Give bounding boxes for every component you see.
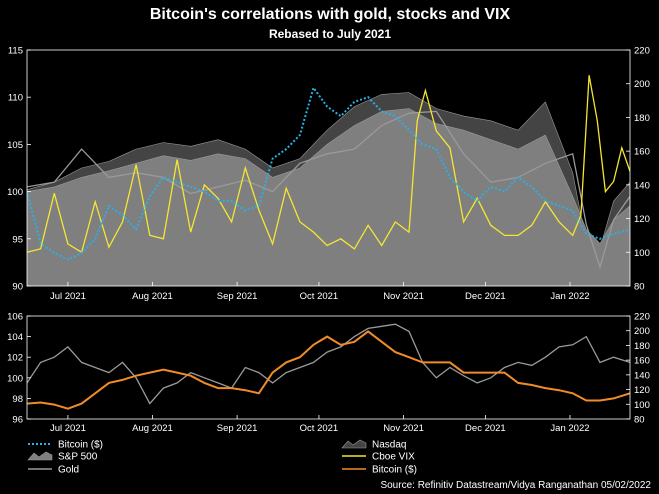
top-ytick-right-label: 120 bbox=[634, 214, 650, 225]
bottom-ytick-right-label: 180 bbox=[634, 341, 650, 352]
top-xtick-label: Jan 2022 bbox=[550, 291, 589, 302]
top-xtick-label: Aug 2021 bbox=[132, 291, 173, 302]
bottom-ytick-right-label: 80 bbox=[634, 415, 645, 426]
legend-label: S&P 500 bbox=[58, 452, 98, 463]
top-ytick-left-label: 105 bbox=[7, 140, 23, 151]
legend-item-gold: Gold bbox=[28, 465, 79, 476]
top-ytick-left-label: 110 bbox=[8, 93, 23, 104]
chart-subtitle: Rebased to July 2021 bbox=[269, 27, 391, 41]
top-series-s-p-500-area bbox=[27, 108, 630, 286]
bottom-ytick-left-label: 106 bbox=[7, 312, 23, 323]
bottom-ytick-right-label: 120 bbox=[634, 385, 650, 396]
legend-label: Gold bbox=[58, 465, 79, 476]
source-note: Source: Refinitiv Datastream/Vidya Ranga… bbox=[380, 480, 651, 491]
bottom-xtick-label: Sep 2021 bbox=[217, 423, 258, 434]
top-xtick-label: Jul 2021 bbox=[50, 291, 86, 302]
bottom-ytick-left-label: 98 bbox=[12, 394, 23, 405]
bottom-ytick-left-label: 100 bbox=[7, 373, 23, 384]
top-ytick-right-label: 160 bbox=[634, 147, 650, 158]
legend-label: Nasdaq bbox=[372, 440, 406, 451]
legend-label: Cboe VIX bbox=[372, 452, 415, 463]
top-ytick-left-label: 100 bbox=[7, 187, 23, 198]
top-ytick-left-label: 90 bbox=[12, 282, 23, 293]
bottom-ytick-right-label: 220 bbox=[634, 312, 650, 323]
legend-swatch bbox=[27, 451, 53, 461]
bottom-ytick-right-label: 160 bbox=[634, 356, 650, 367]
bottom-xtick-label: Nov 2021 bbox=[383, 423, 424, 434]
bottom-xtick-label: Oct 2021 bbox=[300, 423, 339, 434]
top-series-gold-line bbox=[27, 110, 630, 270]
bottom-ytick-right-label: 140 bbox=[634, 370, 650, 381]
bottom-ytick-left-label: 104 bbox=[7, 332, 23, 343]
bottom-xtick-label: Jan 2022 bbox=[550, 423, 589, 434]
top-xtick-label: Nov 2021 bbox=[383, 291, 424, 302]
top-ytick-right-label: 80 bbox=[634, 282, 645, 293]
legend-item-cboe-vix: Cboe VIX bbox=[342, 452, 415, 463]
legend-item-bitcoin: Bitcoin ($) bbox=[28, 440, 103, 451]
top-xtick-label: Sep 2021 bbox=[217, 291, 258, 302]
legend-item-s-p-500: S&P 500 bbox=[27, 451, 98, 463]
top-series-cboe-vix-line bbox=[27, 75, 630, 254]
legend-item-nasdaq: Nasdaq bbox=[341, 439, 406, 451]
top-ytick-right-label: 100 bbox=[634, 248, 650, 259]
bottom-panel: 96 98 100 102 104 106 80 100 120 140 160 180 200 220 J… bbox=[7, 312, 650, 435]
bottom-series-bitcoin-line bbox=[27, 330, 630, 410]
legend-label: Bitcoin ($) bbox=[58, 440, 103, 451]
top-ytick-right-label: 200 bbox=[634, 79, 650, 90]
bottom-xtick-label: Aug 2021 bbox=[132, 423, 173, 434]
legend-label: Bitcoin ($) bbox=[372, 465, 417, 476]
bottom-plot-area bbox=[27, 323, 630, 410]
legend-item-bitcoin: Bitcoin ($) bbox=[342, 465, 417, 476]
bottom-series-gold-line bbox=[27, 323, 630, 405]
legend-swatch bbox=[341, 439, 367, 449]
bottom-plot-frame bbox=[26, 315, 631, 420]
chart-title: Bitcoin's correlations with gold, stocks… bbox=[150, 6, 511, 23]
top-panel: 90 95 100 105 110 115 80 100 120 140 160 180 200 220 J… bbox=[7, 46, 650, 303]
top-ytick-right-label: 180 bbox=[634, 113, 650, 124]
bottom-ytick-right-label: 200 bbox=[634, 326, 650, 337]
top-xtick-label: Oct 2021 bbox=[300, 291, 339, 302]
top-ytick-right-label: 220 bbox=[634, 46, 650, 57]
top-plot-area bbox=[27, 75, 630, 286]
top-plot-frame bbox=[26, 49, 631, 287]
top-xtick-label: Dec 2021 bbox=[465, 291, 506, 302]
top-series-bitcoin-line bbox=[27, 85, 630, 261]
bottom-xtick-label: Dec 2021 bbox=[465, 423, 506, 434]
top-ytick-left-label: 95 bbox=[12, 234, 23, 245]
top-ytick-left-label: 115 bbox=[8, 46, 23, 57]
bottom-ytick-left-label: 96 bbox=[12, 415, 23, 426]
bottom-ytick-left-label: 102 bbox=[7, 353, 23, 364]
bottom-ytick-right-label: 100 bbox=[634, 400, 650, 411]
bottom-xtick-label: Jul 2021 bbox=[50, 423, 86, 434]
top-ytick-right-label: 140 bbox=[634, 180, 650, 191]
